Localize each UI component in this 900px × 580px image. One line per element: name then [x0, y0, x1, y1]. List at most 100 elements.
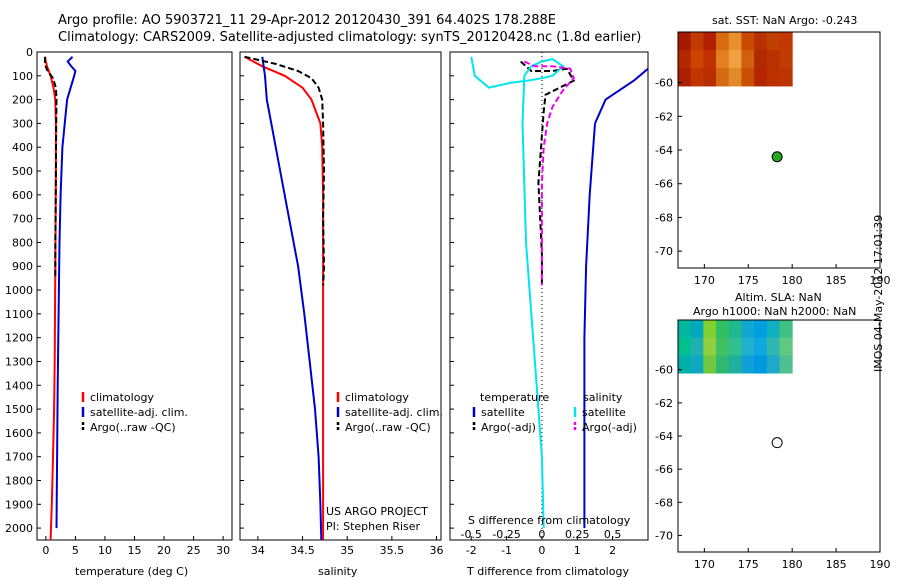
heatmap-cell-sst_map — [741, 49, 755, 69]
heatmap-cell-sst_map — [728, 49, 742, 69]
ytick-label: 900 — [12, 260, 33, 273]
legend-header-t: temperature — [480, 391, 549, 404]
map-ytick-label: -64 — [655, 144, 673, 157]
legend-label: Argo(..raw -QC) — [345, 421, 431, 434]
map-ytick-label: -70 — [655, 245, 673, 258]
map-ytick-label: -64 — [655, 430, 673, 443]
xtick-s-label: 0.5 — [604, 528, 622, 541]
xtick-s-label: 0.25 — [565, 528, 590, 541]
xtick-label: 0 — [42, 544, 49, 557]
heatmap-cell-sst_map — [716, 49, 730, 69]
xtick-label: 1 — [574, 544, 581, 557]
heatmap-cell-sla_map — [728, 320, 742, 339]
axes-frame-temperature — [36, 51, 233, 541]
ytick-label: 1100 — [5, 308, 33, 321]
heatmap-cell-sst_map — [766, 32, 780, 51]
xtick-label: -1 — [501, 544, 512, 557]
xtick-label: 34.5 — [290, 544, 315, 557]
xtick-label: 5 — [72, 544, 79, 557]
map-ytick-label: -62 — [655, 397, 673, 410]
heatmap-cell-sla_map — [741, 320, 755, 339]
ytick-label: 100 — [12, 70, 33, 83]
heatmap-cell-sst_map — [754, 32, 768, 51]
xtick-label: 2 — [609, 544, 616, 557]
legend-label: Argo(-adj) — [481, 421, 536, 434]
heatmap-cell-sst_map — [703, 49, 717, 69]
heatmap-cell-sla_map — [741, 355, 755, 374]
xtick-label: 34 — [251, 544, 265, 557]
map-xtick-label: 185 — [826, 558, 847, 571]
argo-position-marker — [771, 151, 783, 163]
map1-title: sat. SST: NaN Argo: -0.243 — [712, 14, 858, 27]
map2-title-2: Argo h1000: NaN h2000: NaN — [693, 305, 857, 318]
heatmap-cell-sst_map — [716, 67, 730, 87]
heatmap-cell-sla_map — [766, 355, 780, 374]
ytick-label: 1600 — [5, 427, 33, 440]
heatmap-cell-sla_map — [728, 337, 742, 356]
ytick-label: 1200 — [5, 332, 33, 345]
heatmap-cell-sst_map — [741, 32, 755, 51]
heatmap-cell-sst_map — [690, 32, 704, 51]
heatmap-cell-sla_map — [779, 337, 793, 356]
map-ytick-label: -66 — [655, 463, 673, 476]
ytick-label: 300 — [12, 117, 33, 130]
heatmap-cell-sla_map — [703, 320, 717, 339]
ytick-label: 700 — [12, 213, 33, 226]
ytick-label: 1000 — [5, 284, 33, 297]
ytick-label: 2000 — [5, 522, 33, 535]
timestamp-note: IMOS 04-May-2012 17:01:39 — [872, 214, 885, 372]
difference-xlabel: T difference from climatology — [467, 565, 629, 578]
xtick-s-label: -0.5 — [460, 528, 481, 541]
heatmap-cell-sla_map — [741, 337, 755, 356]
ytick-label: 600 — [12, 189, 33, 202]
ytick-label: 1700 — [5, 451, 33, 464]
map-xtick-label: 185 — [826, 274, 847, 287]
xtick-label: 10 — [98, 544, 112, 557]
ytick-label: 0 — [26, 46, 33, 59]
xtick-label: -2 — [466, 544, 477, 557]
legend-label: Argo(..raw -QC) — [90, 421, 176, 434]
heatmap-cell-sst_map — [754, 49, 768, 69]
legend-label: satellite-adj. clim. — [345, 406, 443, 419]
ytick-label: 200 — [12, 94, 33, 107]
heatmap-cell-sla_map — [678, 320, 692, 339]
map-ytick-label: -68 — [655, 496, 673, 509]
legend-label: climatology — [345, 391, 409, 404]
xtick-s-label: 0 — [538, 528, 545, 541]
series-line-temperature-2 — [43, 56, 58, 279]
heatmap-cell-sst_map — [779, 32, 793, 51]
legend-label: climatology — [90, 391, 154, 404]
map-ytick-label: -68 — [655, 211, 673, 224]
xtick-label: 35 — [340, 544, 354, 557]
heatmap-cell-sla_map — [690, 355, 704, 374]
heatmap-cell-sla_map — [766, 337, 780, 356]
heatmap-cell-sla_map — [716, 355, 730, 374]
map-xtick-label: 170 — [694, 274, 715, 287]
series-line-difference-2 — [520, 60, 576, 286]
ytick-label: 1800 — [5, 474, 33, 487]
map-ytick-label: -62 — [655, 110, 673, 123]
heatmap-cell-sla_map — [754, 337, 768, 356]
series-line-salinity-1 — [261, 56, 323, 541]
series-line-difference-0 — [594, 67, 649, 124]
axes-frame-salinity — [239, 51, 442, 541]
xtick-label: 0 — [538, 544, 545, 557]
map-xtick-label: 190 — [870, 558, 891, 571]
map-ytick-label: -66 — [655, 178, 673, 191]
map-ytick-label: -60 — [655, 77, 673, 90]
heatmap-cell-sla_map — [703, 337, 717, 356]
legend-label: satellite — [582, 406, 626, 419]
heatmap-cell-sla_map — [690, 337, 704, 356]
map-ytick-label: -60 — [655, 364, 673, 377]
series-line-difference-4 — [523, 60, 575, 286]
heatmap-cell-sla_map — [766, 320, 780, 339]
heatmap-cell-sst_map — [728, 32, 742, 51]
map-xtick-label: 180 — [782, 274, 803, 287]
ytick-label: 1400 — [5, 379, 33, 392]
series-line-temperature-1 — [55, 56, 77, 529]
heatmap-cell-sst_map — [779, 67, 793, 87]
series-line-salinity-0 — [244, 55, 325, 540]
series-line-difference-3 — [470, 56, 565, 529]
xtick-label: 15 — [128, 544, 142, 557]
